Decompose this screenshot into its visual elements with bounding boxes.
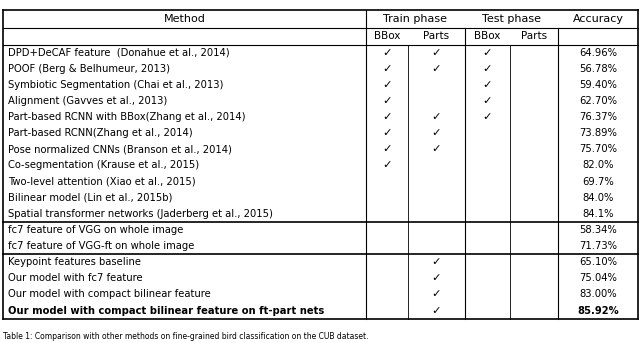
Text: 65.10%: 65.10%	[579, 257, 617, 267]
Text: Spatial transformer networks (Jaderberg et al., 2015): Spatial transformer networks (Jaderberg …	[8, 209, 273, 219]
Text: Keypoint features baseline: Keypoint features baseline	[8, 257, 141, 267]
Text: Two-level attention (Xiao et al., 2015): Two-level attention (Xiao et al., 2015)	[8, 177, 196, 187]
Text: 76.37%: 76.37%	[579, 112, 617, 122]
Text: BBox: BBox	[474, 31, 500, 42]
Text: Parts: Parts	[423, 31, 449, 42]
Text: ✓: ✓	[431, 64, 441, 74]
Text: ✓: ✓	[382, 128, 392, 138]
Text: 62.70%: 62.70%	[579, 96, 617, 106]
Text: ✓: ✓	[382, 161, 392, 170]
Text: 84.0%: 84.0%	[582, 193, 614, 203]
Text: Our model with fc7 feature: Our model with fc7 feature	[8, 273, 143, 283]
Text: ✓: ✓	[431, 128, 441, 138]
Text: fc7 feature of VGG on whole image: fc7 feature of VGG on whole image	[8, 225, 184, 235]
Text: 84.1%: 84.1%	[582, 209, 614, 219]
Text: ✓: ✓	[483, 64, 492, 74]
Text: ✓: ✓	[382, 64, 392, 74]
Text: Table 1: Comparison with other methods on fine-grained bird classification on th: Table 1: Comparison with other methods o…	[3, 332, 369, 341]
Text: Part-based RCNN(Zhang et al., 2014): Part-based RCNN(Zhang et al., 2014)	[8, 128, 193, 138]
Text: Our model with compact bilinear feature: Our model with compact bilinear feature	[8, 289, 211, 299]
Text: ✓: ✓	[483, 80, 492, 90]
Text: ✓: ✓	[431, 257, 441, 267]
Text: ✓: ✓	[431, 48, 441, 58]
Text: 59.40%: 59.40%	[579, 80, 617, 90]
Text: 64.96%: 64.96%	[579, 48, 617, 58]
Text: 56.78%: 56.78%	[579, 64, 617, 74]
Text: 83.00%: 83.00%	[579, 289, 617, 299]
Text: Test phase: Test phase	[482, 14, 541, 24]
Text: ✓: ✓	[382, 96, 392, 106]
Text: Bilinear model (Lin et al., 2015b): Bilinear model (Lin et al., 2015b)	[8, 193, 173, 203]
Text: Our model with compact bilinear feature on ft-part nets: Our model with compact bilinear feature …	[8, 306, 324, 316]
Text: fc7 feature of VGG-ft on whole image: fc7 feature of VGG-ft on whole image	[8, 241, 195, 251]
Text: BBox: BBox	[374, 31, 400, 42]
Text: ✓: ✓	[382, 48, 392, 58]
Text: 73.89%: 73.89%	[579, 128, 617, 138]
Text: Co-segmentation (Krause et al., 2015): Co-segmentation (Krause et al., 2015)	[8, 161, 200, 170]
Text: ✓: ✓	[483, 96, 492, 106]
Text: ✓: ✓	[431, 144, 441, 154]
Text: 58.34%: 58.34%	[579, 225, 617, 235]
Text: ✓: ✓	[431, 289, 441, 299]
Text: 69.7%: 69.7%	[582, 177, 614, 187]
Text: POOF (Berg & Belhumeur, 2013): POOF (Berg & Belhumeur, 2013)	[8, 64, 170, 74]
Text: 85.92%: 85.92%	[577, 306, 619, 316]
Text: Symbiotic Segmentation (Chai et al., 2013): Symbiotic Segmentation (Chai et al., 201…	[8, 80, 224, 90]
Text: Parts: Parts	[521, 31, 547, 42]
Text: ✓: ✓	[431, 273, 441, 283]
Text: 82.0%: 82.0%	[582, 161, 614, 170]
Text: ✓: ✓	[431, 306, 441, 316]
Text: ✓: ✓	[382, 80, 392, 90]
Text: Method: Method	[164, 14, 205, 24]
Text: DPD+DeCAF feature  (Donahue et al., 2014): DPD+DeCAF feature (Donahue et al., 2014)	[8, 48, 230, 58]
Text: Pose normalized CNNs (Branson et al., 2014): Pose normalized CNNs (Branson et al., 20…	[8, 144, 232, 154]
Text: 71.73%: 71.73%	[579, 241, 617, 251]
Text: ✓: ✓	[382, 112, 392, 122]
Text: Accuracy: Accuracy	[573, 14, 623, 24]
Text: Train phase: Train phase	[383, 14, 447, 24]
Text: Part-based RCNN with BBox(Zhang et al., 2014): Part-based RCNN with BBox(Zhang et al., …	[8, 112, 246, 122]
Text: ✓: ✓	[483, 112, 492, 122]
Text: Alignment (Gavves et al., 2013): Alignment (Gavves et al., 2013)	[8, 96, 168, 106]
Text: ✓: ✓	[382, 144, 392, 154]
Text: ✓: ✓	[483, 48, 492, 58]
Text: ✓: ✓	[431, 112, 441, 122]
Text: 75.70%: 75.70%	[579, 144, 617, 154]
Text: 75.04%: 75.04%	[579, 273, 617, 283]
